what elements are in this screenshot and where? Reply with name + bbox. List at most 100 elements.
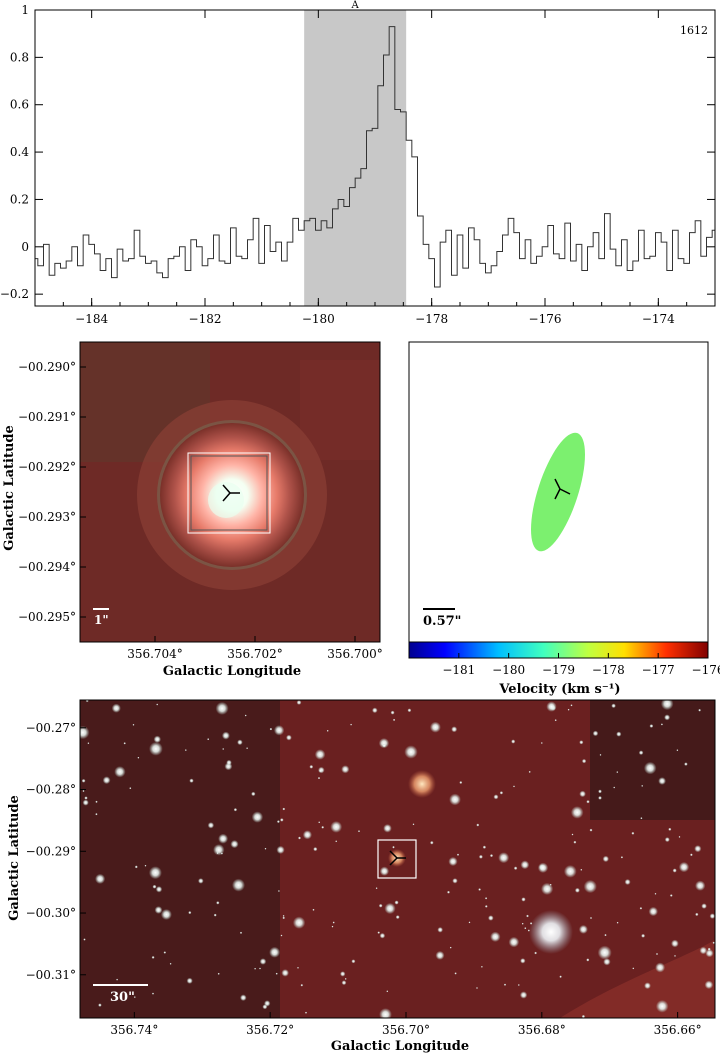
field-star: [603, 958, 611, 966]
field-star: [695, 912, 699, 917]
field-star: [571, 833, 574, 836]
field-star: [655, 1000, 669, 1013]
field-star: [351, 959, 356, 964]
field-star: [281, 969, 290, 977]
field-star: [304, 1011, 308, 1014]
field-star: [189, 778, 194, 783]
field-star: [207, 738, 210, 741]
field-star: [383, 824, 392, 833]
field-star: [664, 714, 671, 721]
field-star: [390, 710, 395, 715]
field-star: [684, 762, 688, 766]
colorbar-tick-label: −179: [542, 663, 575, 677]
field-star: [330, 821, 343, 833]
field-star: [616, 731, 622, 737]
field-star: [449, 946, 452, 949]
field-star: [452, 878, 458, 884]
field-star: [519, 991, 528, 999]
y-tick-label: −00.28°: [26, 783, 76, 797]
field-star: [317, 776, 321, 780]
field-star: [676, 749, 679, 752]
field-star: [447, 890, 450, 894]
field-star: [578, 924, 588, 934]
field-star: [639, 907, 643, 910]
zoom-frame: [79, 341, 381, 643]
field-star: [524, 927, 527, 930]
field-star: [638, 750, 644, 755]
field-star: [95, 813, 98, 816]
field-star: [259, 967, 261, 970]
field-star: [153, 735, 161, 743]
field-star: [372, 707, 378, 714]
field-star: [581, 758, 587, 764]
source-core: [208, 482, 244, 518]
field-star: [282, 914, 285, 917]
field-star: [246, 747, 249, 750]
x-tick-label: 356.70°: [382, 1023, 430, 1037]
x-tick-label: −178: [415, 312, 448, 326]
field-star: [574, 887, 580, 893]
field-star: [498, 852, 510, 864]
field-star: [341, 980, 347, 986]
y-tick-label: −00.290°: [18, 360, 76, 374]
field-star: [384, 902, 396, 915]
field-star: [85, 700, 89, 703]
field-star: [540, 742, 543, 744]
colorbar-title: Velocity (km s⁻¹): [498, 682, 620, 697]
maser-id-label: 1612: [680, 24, 708, 37]
field-star: [276, 845, 285, 855]
field-star: [217, 972, 220, 975]
y-tick-label: −00.293°: [18, 510, 76, 524]
field-star: [395, 915, 400, 920]
field-star: [613, 786, 616, 789]
x-tick-label: 356.702°: [227, 647, 283, 661]
field-star: [149, 741, 163, 756]
y-tick-label: −00.30°: [26, 906, 76, 920]
field-star: [554, 719, 557, 722]
field-star: [644, 982, 651, 990]
scale-bar-label: 0.57": [423, 614, 461, 629]
field-star: [95, 800, 98, 803]
field-star: [476, 823, 480, 827]
field-star: [412, 823, 415, 826]
y-tick-label: 0.6: [10, 98, 29, 112]
field-star: [226, 759, 232, 766]
y-tick-label: 0.2: [10, 192, 29, 206]
field-star: [239, 931, 243, 934]
field-star: [598, 796, 602, 800]
field-star: [541, 882, 554, 896]
field-star: [694, 845, 702, 853]
aperture-box-inner: [190, 455, 268, 531]
field-star: [579, 790, 586, 798]
field-star: [95, 873, 106, 885]
x-tick-label: 356.66°: [654, 1023, 702, 1037]
field-star: [302, 830, 312, 840]
field-star: [520, 860, 530, 870]
wide-field-panel: 30" 356.74° 356.72° 356.70° 356.68° 356.66° −…: [7, 699, 716, 1054]
field-star: [476, 987, 478, 989]
field-star: [468, 921, 471, 924]
field-star: [269, 727, 273, 731]
maser-position-marker: [389, 850, 406, 866]
field-star: [511, 739, 516, 744]
field-star: [602, 855, 609, 863]
field-star: [478, 854, 483, 859]
colorbar-tick-label: −176: [692, 663, 720, 677]
field-star: [526, 914, 529, 918]
field-star: [300, 983, 304, 987]
field-star: [641, 784, 644, 787]
source-box: [377, 839, 417, 879]
field-star: [83, 938, 86, 941]
field-star: [528, 770, 531, 774]
zoom-image-panel: 1" 356.704° 356.702° 356.700° −00.290° −00.2…: [2, 341, 383, 679]
field-star: [394, 900, 399, 905]
field-star: [292, 916, 306, 929]
bright-orange-star: [408, 770, 436, 798]
nebula-filament: [560, 940, 715, 1018]
field-star: [350, 723, 353, 726]
field-star: [581, 1014, 586, 1018]
field-star: [216, 852, 219, 855]
field-star: [386, 990, 389, 993]
x-tick-label: 356.74°: [110, 1023, 158, 1037]
field-star: [632, 967, 635, 970]
